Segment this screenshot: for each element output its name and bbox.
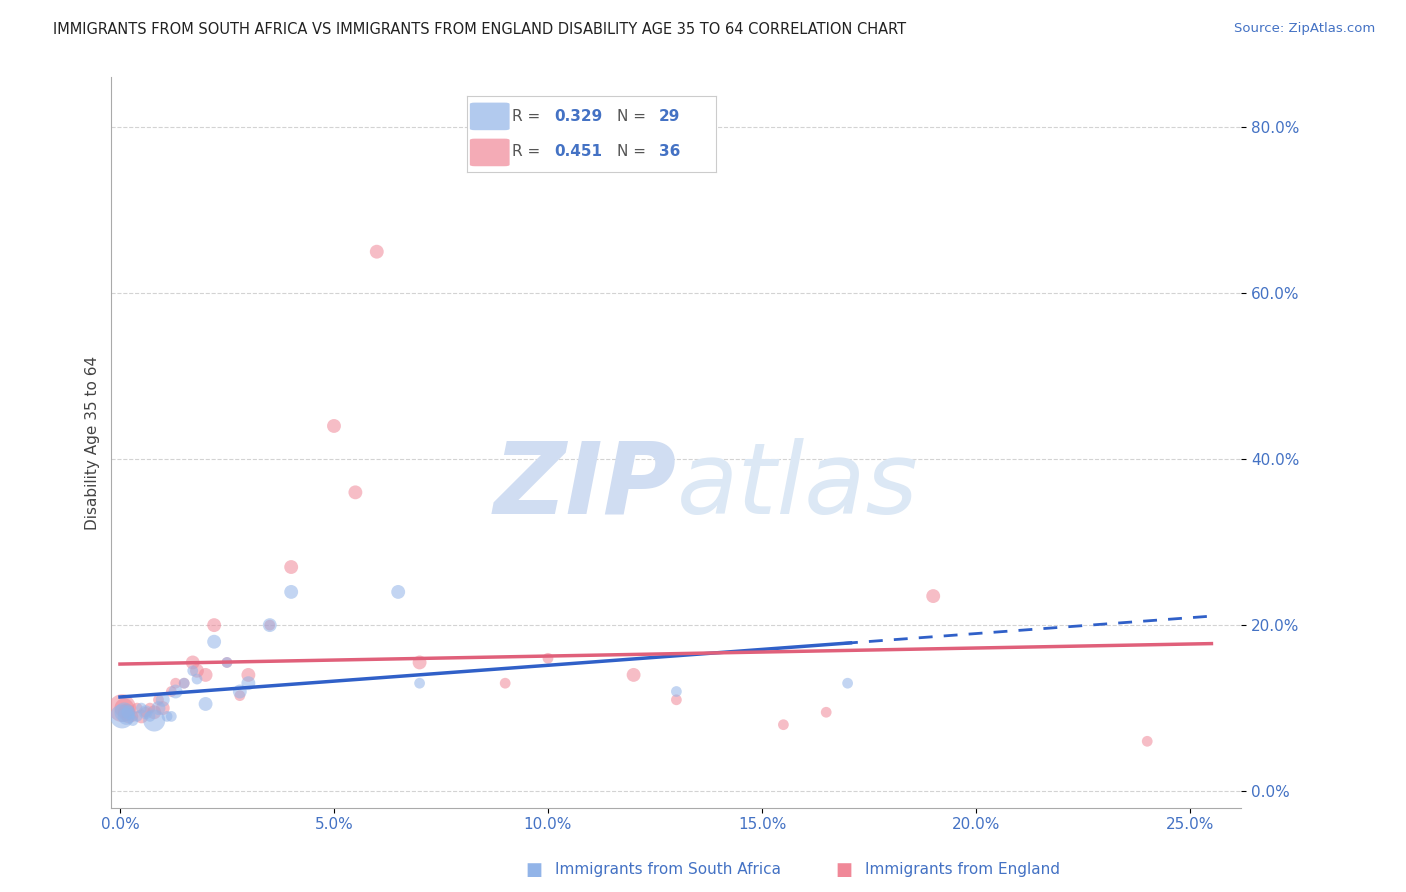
Point: [143, 705, 166, 719]
Point: [121, 714, 143, 728]
Point: [186, 664, 208, 678]
Point: [408, 676, 430, 690]
Point: [259, 618, 281, 632]
Point: [280, 560, 302, 574]
Text: ZIP: ZIP: [494, 438, 676, 535]
Point: [229, 684, 252, 698]
Point: [194, 668, 217, 682]
Point: [181, 664, 204, 678]
Point: [772, 717, 794, 731]
Point: [494, 676, 516, 690]
Point: [229, 689, 252, 703]
Point: [194, 697, 217, 711]
Point: [127, 709, 149, 723]
Point: [148, 701, 170, 715]
Point: [112, 701, 135, 715]
Point: [148, 693, 170, 707]
Point: [139, 709, 162, 723]
Point: [215, 656, 238, 670]
Point: [665, 693, 688, 707]
Point: [131, 709, 153, 723]
Point: [408, 656, 430, 670]
Point: [143, 714, 166, 728]
Point: [127, 701, 149, 715]
Point: [623, 668, 645, 682]
Point: [117, 705, 139, 719]
Point: [165, 676, 187, 690]
Point: [202, 634, 225, 648]
Point: [115, 709, 138, 723]
Point: [160, 709, 183, 723]
Point: [121, 709, 143, 723]
Point: [202, 618, 225, 632]
Point: [186, 672, 208, 686]
Point: [259, 618, 281, 632]
Text: Immigrants from South Africa: Immigrants from South Africa: [555, 863, 782, 877]
Point: [156, 709, 179, 723]
Point: [922, 589, 945, 603]
Point: [131, 701, 153, 715]
Point: [111, 701, 134, 715]
Y-axis label: Disability Age 35 to 64: Disability Age 35 to 64: [86, 356, 100, 530]
Point: [115, 705, 138, 719]
Point: [323, 419, 346, 434]
Point: [135, 705, 157, 719]
Point: [139, 701, 162, 715]
Point: [238, 668, 260, 682]
Point: [837, 676, 859, 690]
Point: [238, 676, 260, 690]
Point: [815, 705, 838, 719]
Point: [152, 701, 174, 715]
Point: [152, 693, 174, 707]
Point: [215, 656, 238, 670]
Point: [117, 709, 139, 723]
Point: [135, 705, 157, 719]
Point: [165, 684, 187, 698]
Point: [112, 705, 135, 719]
Text: IMMIGRANTS FROM SOUTH AFRICA VS IMMIGRANTS FROM ENGLAND DISABILITY AGE 35 TO 64 : IMMIGRANTS FROM SOUTH AFRICA VS IMMIGRAN…: [53, 22, 907, 37]
Point: [1136, 734, 1159, 748]
Point: [344, 485, 367, 500]
Point: [665, 684, 688, 698]
Point: [366, 244, 388, 259]
Text: ■: ■: [526, 861, 543, 879]
Point: [280, 585, 302, 599]
Point: [160, 684, 183, 698]
Text: Source: ZipAtlas.com: Source: ZipAtlas.com: [1234, 22, 1375, 36]
Point: [537, 651, 560, 665]
Point: [111, 709, 134, 723]
Text: Immigrants from England: Immigrants from England: [865, 863, 1060, 877]
Text: ■: ■: [835, 861, 852, 879]
Point: [173, 676, 195, 690]
Point: [173, 676, 195, 690]
Text: atlas: atlas: [676, 438, 918, 535]
Point: [181, 656, 204, 670]
Point: [387, 585, 409, 599]
